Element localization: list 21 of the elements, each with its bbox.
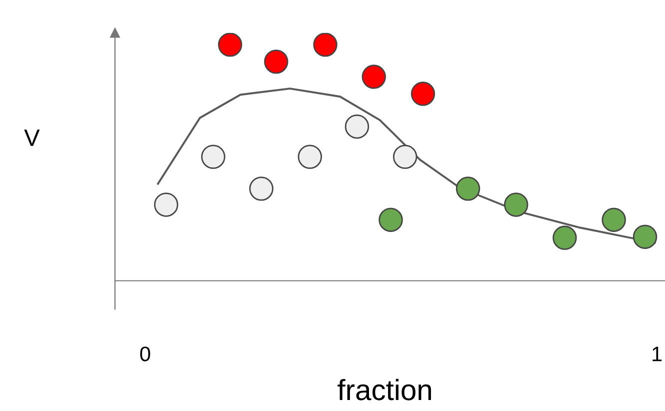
point bbox=[456, 176, 480, 201]
x-axis-title: fraction bbox=[338, 378, 431, 400]
point bbox=[410, 82, 436, 106]
point bbox=[201, 144, 226, 169]
point bbox=[264, 50, 288, 74]
x-tick-label: 0 bbox=[140, 346, 150, 362]
point bbox=[552, 226, 577, 250]
point bbox=[362, 64, 386, 89]
point bbox=[249, 176, 274, 201]
point bbox=[298, 144, 322, 169]
x-tick-label: 1 bbox=[652, 346, 662, 362]
point bbox=[313, 32, 338, 57]
y-axis-title: V bbox=[24, 130, 40, 146]
point bbox=[504, 192, 528, 217]
point bbox=[344, 114, 370, 139]
point bbox=[602, 208, 626, 232]
point bbox=[378, 208, 403, 232]
point bbox=[218, 32, 242, 57]
point bbox=[392, 144, 418, 169]
point bbox=[632, 224, 658, 249]
point bbox=[154, 192, 178, 217]
